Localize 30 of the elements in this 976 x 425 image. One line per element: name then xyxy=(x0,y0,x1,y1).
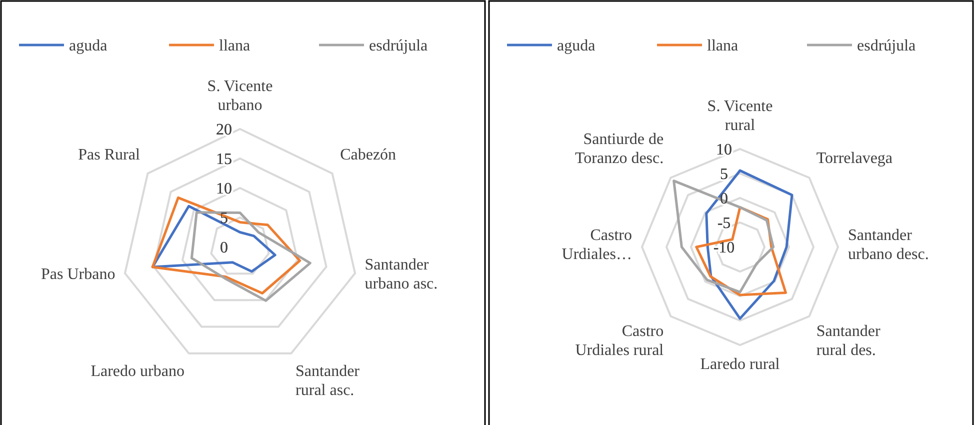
y-tick-label: -5 xyxy=(717,215,731,232)
spoke-label: Santander urbano asc. xyxy=(364,256,438,292)
legend-label: llana xyxy=(707,38,738,55)
spoke-label: Castro Urdiales rural xyxy=(575,323,664,360)
spoke-label: Laredo rural xyxy=(700,356,780,373)
y-tick-label: 0 xyxy=(720,190,728,208)
legend-label: aguda xyxy=(69,38,108,55)
spoke-label: Pas Urbano xyxy=(40,266,116,283)
y-tick-label: -10 xyxy=(713,240,735,257)
spoke-label: Santander rural des. xyxy=(816,323,882,360)
legend-label: esdrújula xyxy=(857,38,916,55)
y-tick-label: 15 xyxy=(216,151,232,168)
spoke-label: Santander rural asc. xyxy=(296,362,360,399)
spoke-label: Santander urbano desc. xyxy=(848,227,929,263)
spoke-label: Pas Rural xyxy=(78,146,140,164)
y-tick-label: 10 xyxy=(216,180,232,198)
y-tick-label: 10 xyxy=(716,142,732,159)
spoke-label: Castro Urdiales… xyxy=(562,227,632,263)
spoke-label: Santiurde de Toranzo desc. xyxy=(575,130,664,167)
spoke-label: Torrelavega xyxy=(816,150,893,167)
spoke-label: Cabezón xyxy=(340,146,396,164)
y-tick-label: 20 xyxy=(216,122,232,139)
spoke-label: Laredo urbano xyxy=(90,362,184,380)
spoke-label: S. Vicente rural xyxy=(707,98,773,134)
y-tick-label: 0 xyxy=(220,240,228,257)
spoke-label: S. Vicente urbano xyxy=(207,78,273,114)
legend-label: aguda xyxy=(557,38,596,55)
legend-label: esdrújula xyxy=(369,38,428,55)
y-tick-label: 5 xyxy=(720,166,728,184)
legend-label: llana xyxy=(219,38,250,55)
